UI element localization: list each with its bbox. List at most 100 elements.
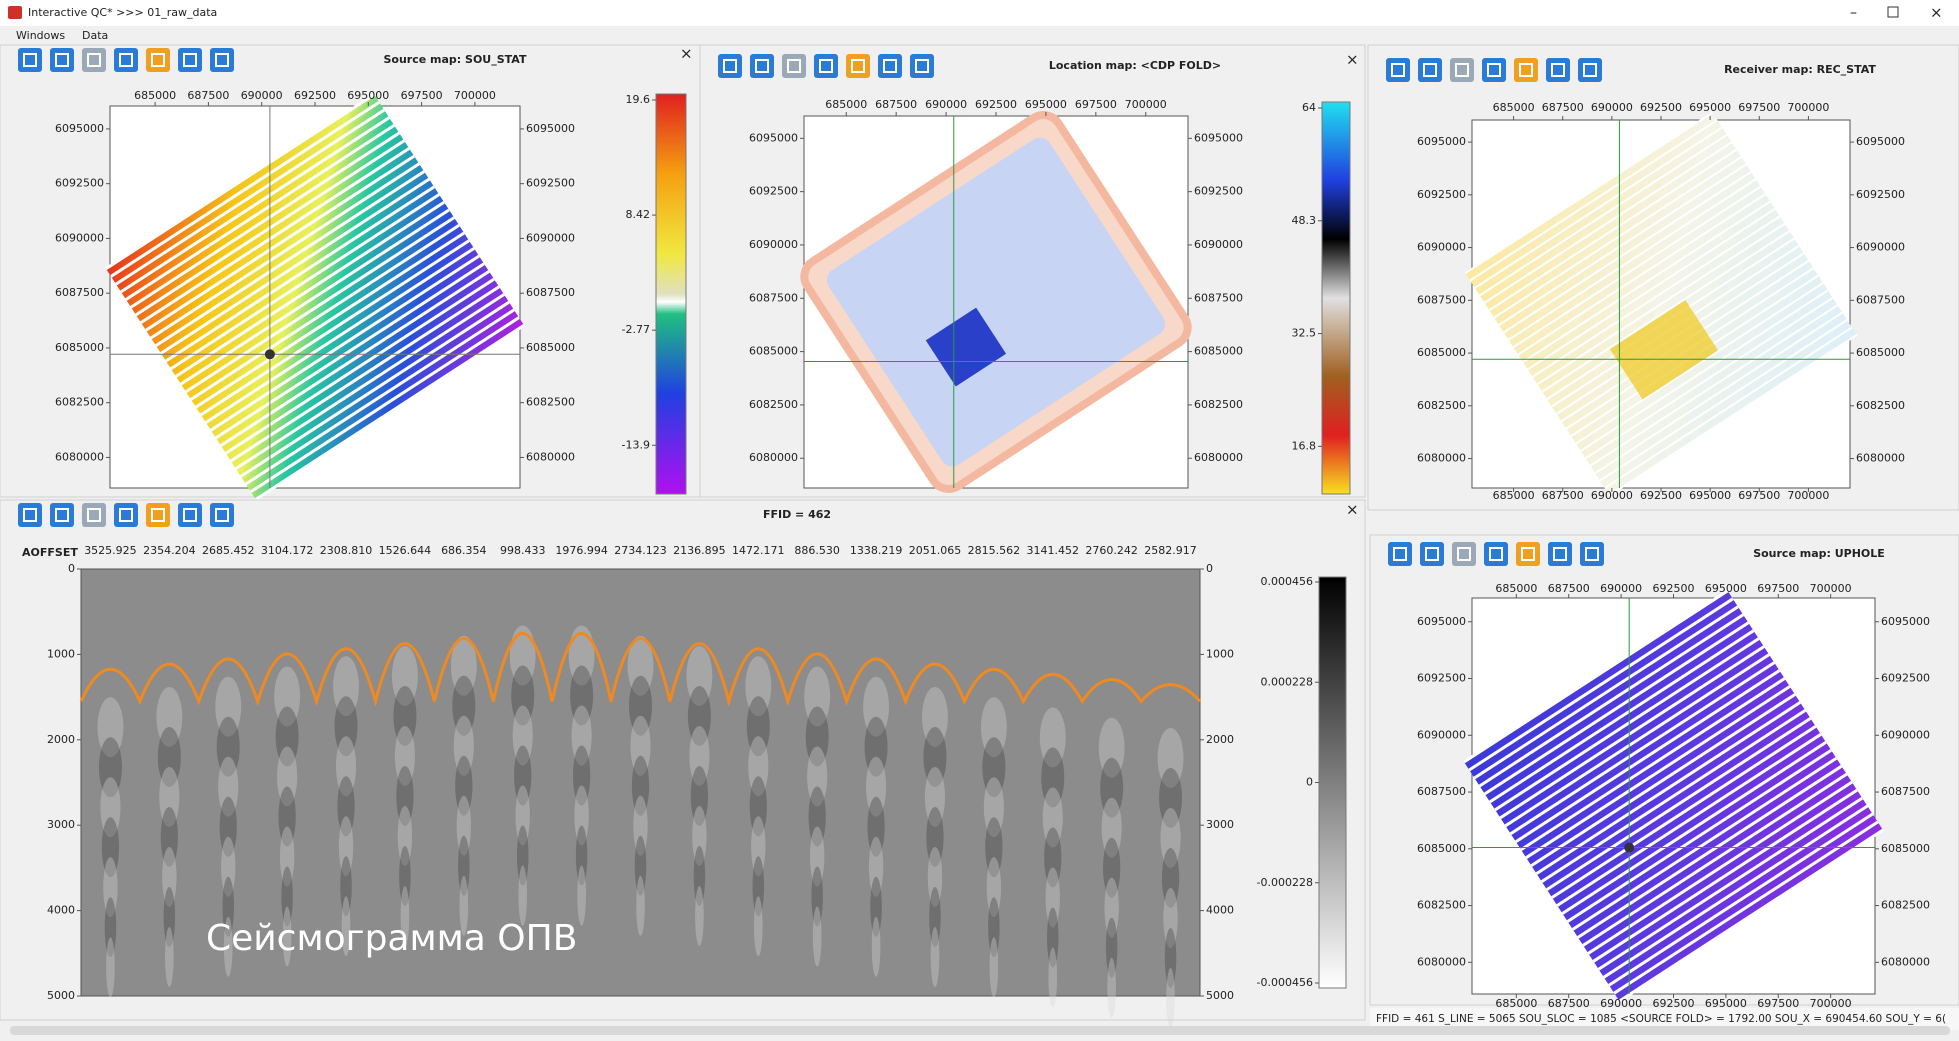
toolbar-button[interactable] <box>210 48 234 72</box>
toolbar-button[interactable] <box>718 54 742 78</box>
trace-energy <box>1107 958 1116 1018</box>
toolbar-button[interactable] <box>1516 542 1540 566</box>
toolbar-button[interactable] <box>50 48 74 72</box>
toolbar-button[interactable] <box>146 503 170 527</box>
y-tick-label: 6080000 <box>1856 452 1905 465</box>
x-tick-label: 695000 <box>1705 582 1747 595</box>
toolbar-button[interactable] <box>178 503 202 527</box>
y-tick-label: 6085000 <box>749 345 798 358</box>
map-title: Location map: <CDP FOLD> <box>1049 59 1221 72</box>
trace-energy <box>695 886 704 946</box>
x-tick-label: 697500 <box>1757 582 1799 595</box>
offset-label: 3141.452 <box>1027 544 1080 557</box>
toolbar-button[interactable] <box>178 48 202 72</box>
app-icon <box>8 6 22 19</box>
menu-item[interactable]: Data <box>82 29 108 42</box>
toolbar-button[interactable] <box>18 503 42 527</box>
y-tick-label: 6085000 <box>55 341 104 354</box>
toolbar-button[interactable] <box>1548 542 1572 566</box>
y-tick-label: 3000 <box>47 818 75 831</box>
y-tick-label: 2000 <box>47 733 75 746</box>
y-tick-label: 6090000 <box>1417 241 1466 254</box>
y-tick-label: 6092500 <box>1417 188 1466 201</box>
close-button[interactable]: × <box>680 45 693 63</box>
horizontal-scrollbar[interactable] <box>10 1026 1950 1035</box>
offset-label: 3525.925 <box>84 544 137 557</box>
y-tick-label: 6085000 <box>1417 346 1466 359</box>
toolbar-button[interactable] <box>18 48 42 72</box>
y-tick-label: 6092500 <box>55 177 104 190</box>
toolbar-button[interactable] <box>910 54 934 78</box>
toolbar-button[interactable] <box>1484 542 1508 566</box>
toolbar-button[interactable] <box>210 503 234 527</box>
colorbar-tick-label: 32.5 <box>1292 327 1317 340</box>
seismogram-title: FFID = 462 <box>763 508 831 521</box>
y-tick-label: 6080000 <box>526 450 575 463</box>
toolbar-button[interactable] <box>1386 58 1410 82</box>
x-tick-label: 692500 <box>975 98 1017 111</box>
toolbar-button[interactable] <box>114 503 138 527</box>
close-window-button[interactable]: × <box>1930 4 1943 22</box>
x-tick-label: 692500 <box>1653 582 1695 595</box>
y-tick-label: 6095000 <box>526 122 575 135</box>
toolbar-button[interactable] <box>1418 58 1442 82</box>
menu-item[interactable]: Windows <box>16 29 65 42</box>
x-tick-label: 690000 <box>1600 582 1642 595</box>
x-tick-label: 695000 <box>1025 98 1067 111</box>
toolbar-button[interactable] <box>1450 58 1474 82</box>
toolbar-button[interactable] <box>846 54 870 78</box>
y-tick-label: 6082500 <box>1194 398 1243 411</box>
y-tick-label: 6090000 <box>1856 241 1905 254</box>
x-tick-label: 700000 <box>1810 582 1852 595</box>
toolbar-button[interactable] <box>114 48 138 72</box>
trace-energy <box>813 906 822 966</box>
annotation: Сейсмограмма ОПВ <box>206 918 577 959</box>
x-tick-label: 695000 <box>1689 101 1731 114</box>
y-tick-label: 6082500 <box>526 396 575 409</box>
offset-label: 686.354 <box>441 544 487 557</box>
y-tick-label: 6082500 <box>1856 399 1905 412</box>
x-tick-label: 700000 <box>1787 101 1829 114</box>
y-tick-label: 6092500 <box>1417 672 1466 685</box>
toolbar-button[interactable] <box>1420 542 1444 566</box>
toolbar-button[interactable] <box>1388 542 1412 566</box>
trace-energy <box>577 865 586 925</box>
y-tick-label: 6092500 <box>749 185 798 198</box>
toolbar-button[interactable] <box>82 503 106 527</box>
toolbar-button[interactable] <box>782 54 806 78</box>
toolbar-button[interactable] <box>1452 542 1476 566</box>
y-tick-label: 6095000 <box>1194 131 1243 144</box>
toolbar-button[interactable] <box>1578 58 1602 82</box>
close-button[interactable]: × <box>1346 501 1359 519</box>
offset-label: 1338.219 <box>850 544 903 557</box>
x-tick-label: 700000 <box>1787 489 1829 502</box>
toolbar-button[interactable] <box>1580 542 1604 566</box>
colorbar-tick-label: -2.77 <box>622 323 650 336</box>
offset-label: 2685.452 <box>202 544 255 557</box>
offset-label: 1526.644 <box>379 544 432 557</box>
toolbar-button[interactable] <box>1546 58 1570 82</box>
x-tick-label: 685000 <box>1493 489 1535 502</box>
toolbar-button[interactable] <box>1514 58 1538 82</box>
x-tick-label: 687500 <box>1542 101 1584 114</box>
x-tick-label: 687500 <box>875 98 917 111</box>
toolbar-button[interactable] <box>146 48 170 72</box>
x-tick-label: 700000 <box>454 89 496 102</box>
toolbar-button[interactable] <box>1482 58 1506 82</box>
close-button[interactable]: × <box>1346 51 1359 69</box>
offset-label: 1472.171 <box>732 544 785 557</box>
toolbar-button[interactable] <box>50 503 74 527</box>
toolbar-button[interactable] <box>750 54 774 78</box>
toolbar-button[interactable] <box>82 48 106 72</box>
trace-energy <box>518 865 527 925</box>
toolbar-button[interactable] <box>878 54 902 78</box>
toolbar-button[interactable] <box>814 54 838 78</box>
minimize-button[interactable]: – <box>1850 5 1857 21</box>
window-title: Interactive QC* >>> 01_raw_data <box>28 6 217 19</box>
offset-header-label: AOFFSET <box>22 546 78 559</box>
cursor-marker <box>1624 842 1634 852</box>
y-tick-label: 4000 <box>1206 904 1234 917</box>
y-tick-label: 3000 <box>1206 818 1234 831</box>
y-tick-label: 4000 <box>47 904 75 917</box>
y-tick-label: 5000 <box>47 989 75 1002</box>
